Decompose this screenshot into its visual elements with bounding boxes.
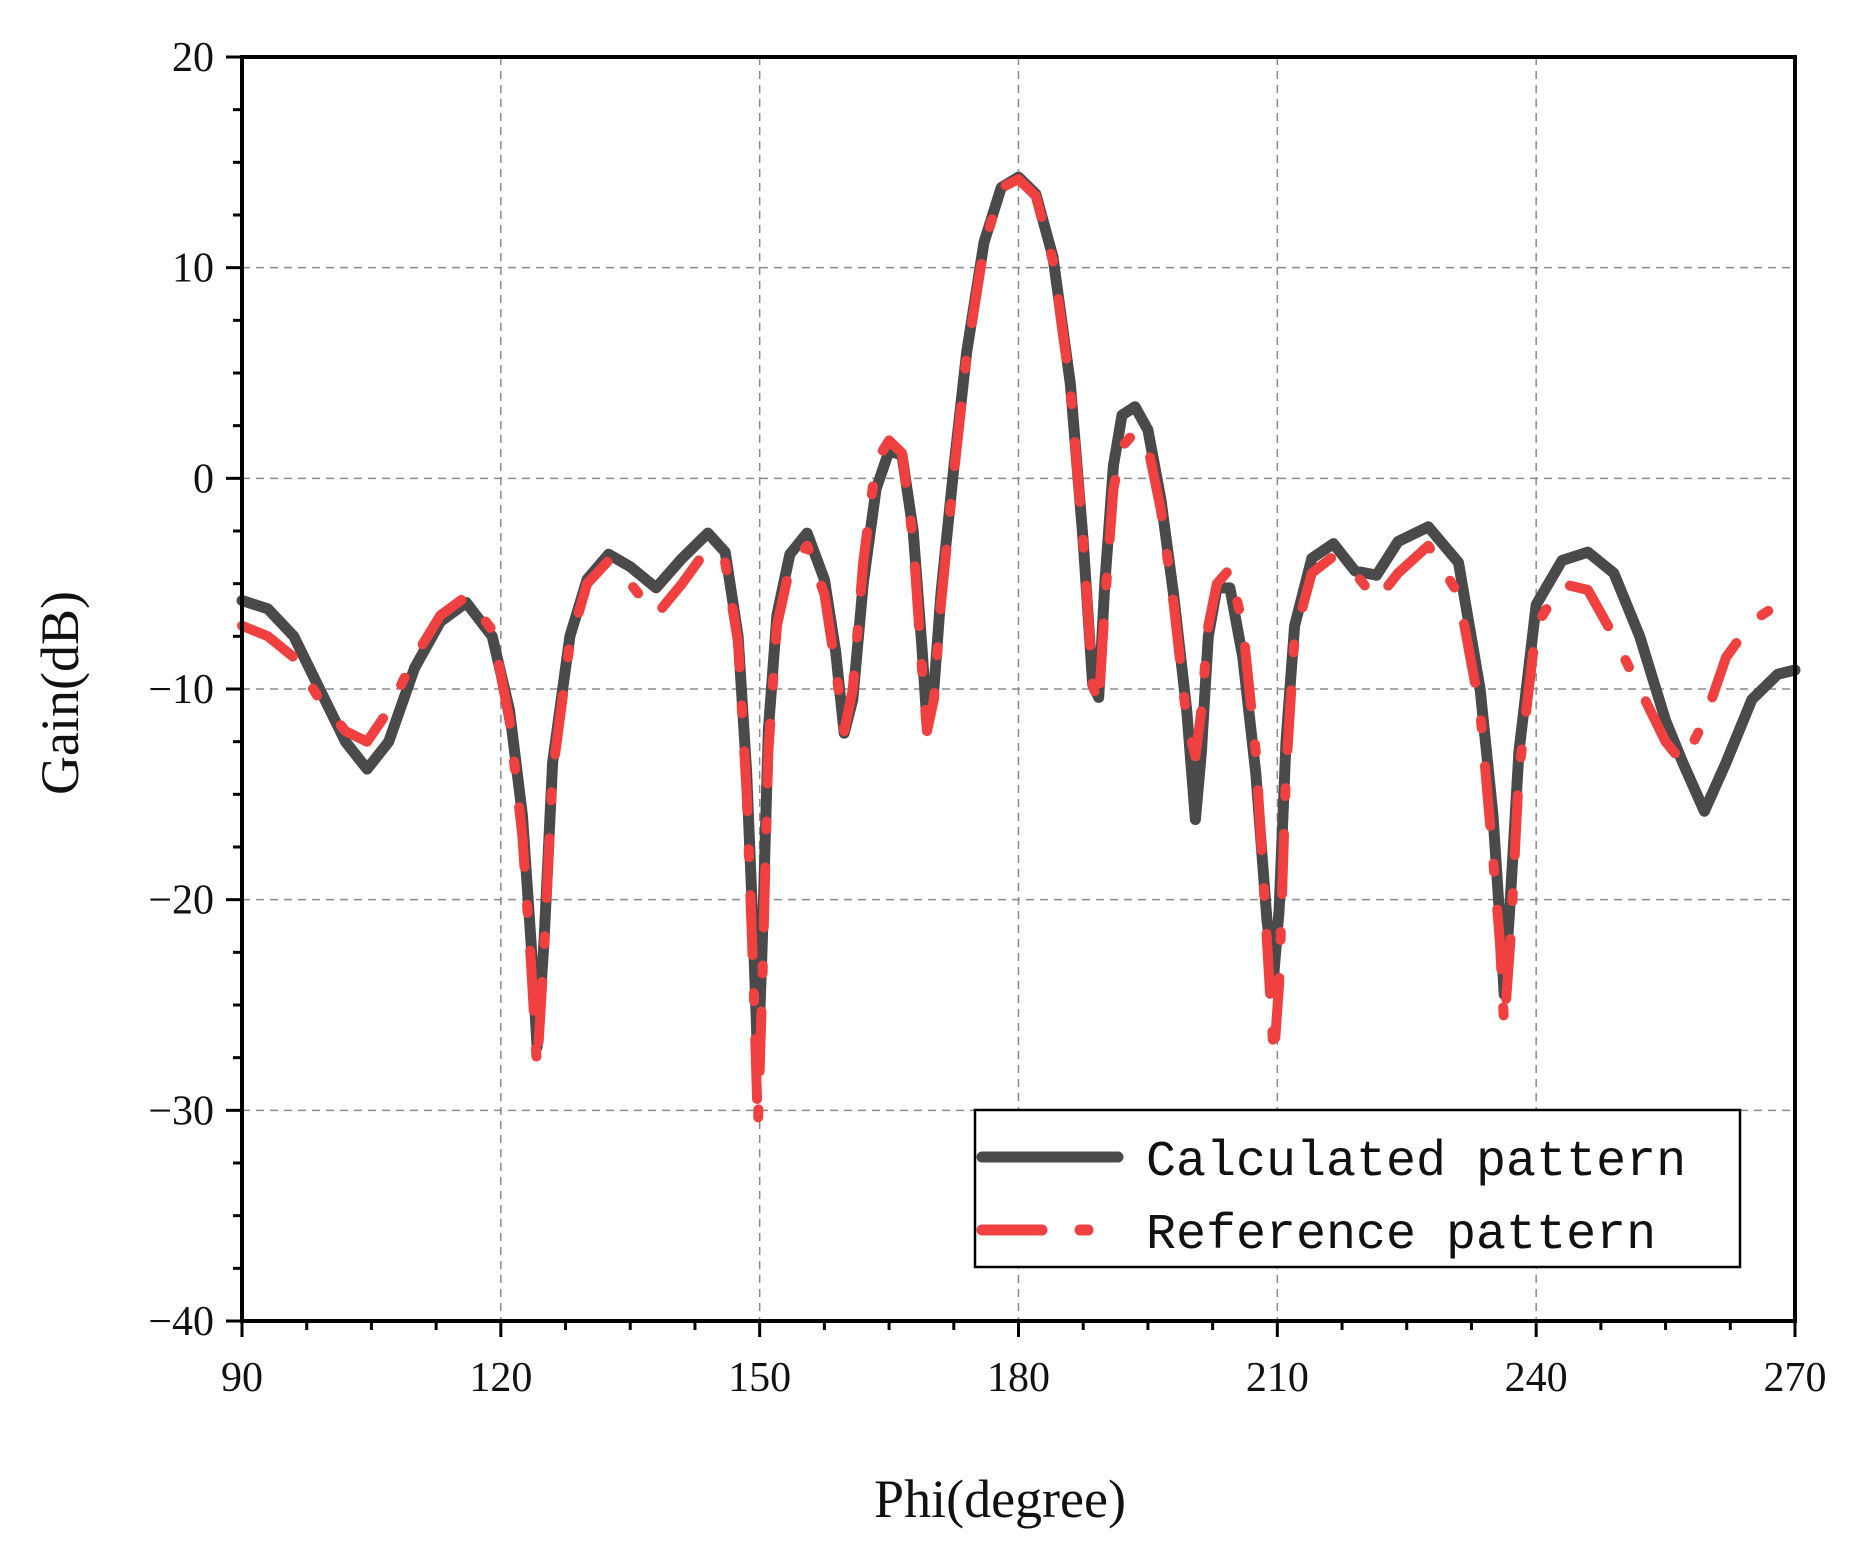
x-tick-label: 270 — [1764, 1355, 1827, 1401]
x-tick-labels: 90 120 150 180 210 240 270 — [221, 1355, 1827, 1401]
x-tick-label: 120 — [469, 1355, 532, 1401]
series-line-reference — [237, 174, 1800, 1133]
y-axis-title: Gain(dB) — [30, 591, 90, 795]
y-tick-label: −30 — [148, 1088, 214, 1134]
x-axis-title: Phi(degree) — [874, 1469, 1126, 1529]
series-layer — [236, 171, 1801, 1133]
y-tick-label: −40 — [148, 1299, 214, 1345]
y-tick-label: 10 — [172, 246, 214, 292]
y-tick-label: 20 — [172, 35, 214, 81]
x-tick-label: 90 — [221, 1355, 263, 1401]
y-tick-label: −20 — [148, 878, 214, 924]
legend-label-reference: Reference pattern — [1146, 1207, 1656, 1264]
legend: Calculated pattern Reference pattern — [973, 1108, 1742, 1269]
x-tick-label: 240 — [1505, 1355, 1568, 1401]
x-tick-label: 180 — [987, 1355, 1050, 1401]
y-tick-labels: 20 10 0 −10 −20 −30 −40 — [148, 35, 214, 1345]
x-tick-label: 150 — [728, 1355, 791, 1401]
y-tick-label: 0 — [193, 456, 214, 502]
legend-label-calculated: Calculated pattern — [1146, 1134, 1686, 1191]
x-tick-label: 210 — [1246, 1355, 1309, 1401]
y-tick-label: −10 — [148, 667, 214, 713]
axis-ticks — [226, 55, 1797, 1337]
legend-box — [973, 1108, 1742, 1269]
